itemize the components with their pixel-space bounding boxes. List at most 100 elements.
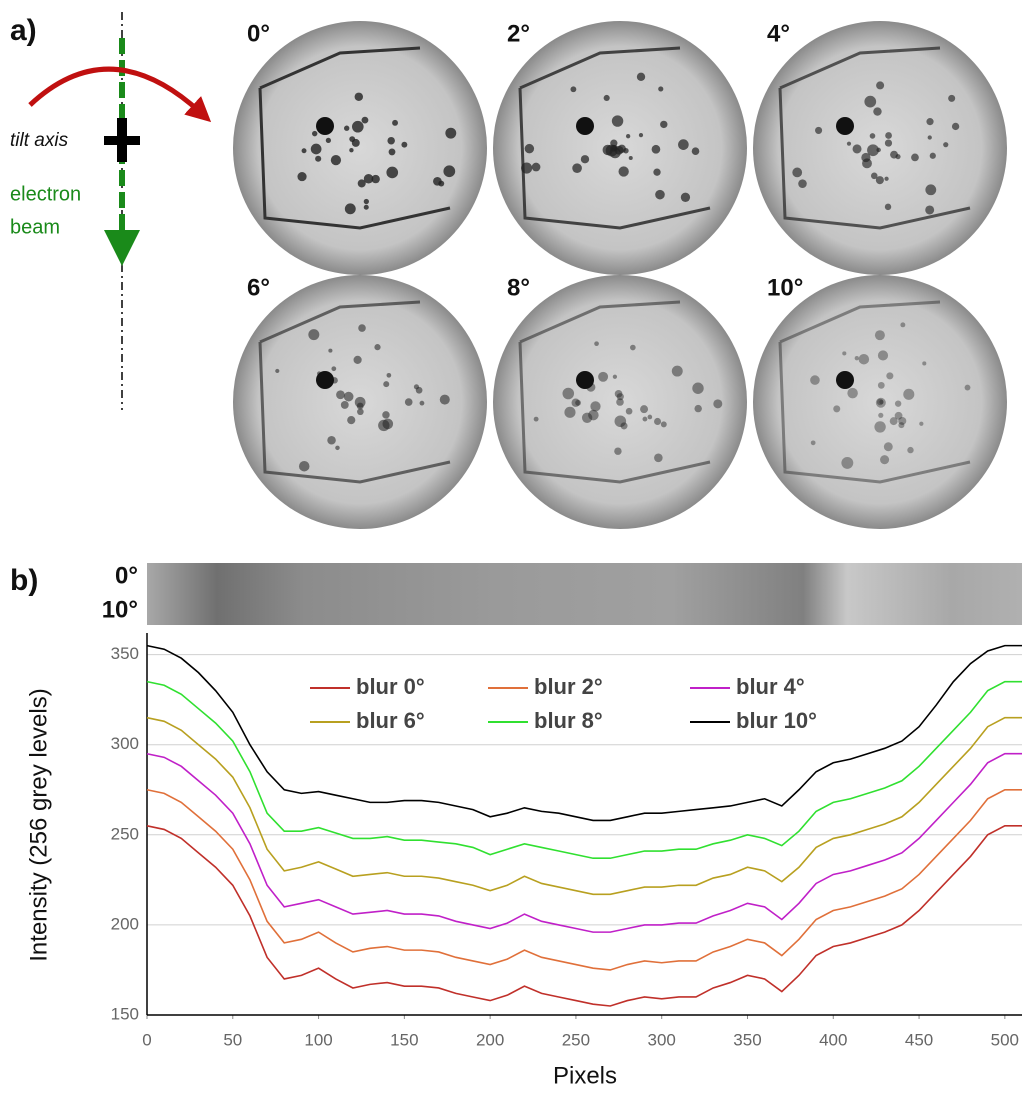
particle bbox=[854, 355, 859, 361]
particle bbox=[692, 382, 704, 394]
particle bbox=[841, 456, 854, 469]
particle bbox=[798, 179, 807, 188]
particle bbox=[570, 86, 577, 93]
particle bbox=[357, 408, 364, 416]
particle bbox=[275, 368, 280, 374]
legend-label: blur 8° bbox=[534, 708, 603, 733]
particle bbox=[315, 155, 322, 162]
particle bbox=[610, 139, 618, 147]
particle bbox=[876, 81, 885, 90]
particle bbox=[616, 398, 624, 406]
particle bbox=[873, 107, 882, 116]
x-tick-label: 250 bbox=[562, 1030, 590, 1049]
particle bbox=[413, 384, 420, 390]
particle bbox=[618, 166, 629, 177]
particle bbox=[847, 387, 858, 399]
particle bbox=[353, 355, 362, 364]
particle bbox=[810, 375, 820, 385]
particle bbox=[642, 416, 648, 422]
particle bbox=[964, 384, 971, 391]
particle bbox=[925, 205, 935, 215]
particle bbox=[616, 393, 624, 401]
particle bbox=[580, 155, 590, 164]
membrane-edge bbox=[518, 300, 711, 484]
particle bbox=[951, 122, 960, 131]
particle bbox=[357, 179, 366, 188]
particle bbox=[628, 155, 633, 160]
strip-label: 10° bbox=[102, 596, 138, 623]
particle bbox=[852, 144, 862, 154]
membrane-edge bbox=[778, 46, 971, 230]
y-tick-label: 250 bbox=[111, 824, 139, 843]
particle bbox=[927, 135, 932, 140]
particle bbox=[382, 411, 390, 419]
membrane-edge bbox=[258, 46, 451, 230]
particle bbox=[922, 361, 927, 366]
particle bbox=[354, 396, 366, 408]
particle bbox=[640, 405, 649, 414]
panel-label: a) bbox=[10, 14, 37, 47]
x-tick-label: 200 bbox=[476, 1030, 504, 1049]
particle bbox=[576, 371, 594, 389]
particle bbox=[630, 344, 636, 351]
x-axis-label: Pixels bbox=[553, 1062, 617, 1089]
particle bbox=[316, 371, 334, 389]
particle bbox=[889, 417, 898, 426]
series-line bbox=[146, 644, 1022, 822]
image-label: 6° bbox=[247, 274, 270, 301]
micrograph bbox=[753, 21, 1007, 275]
particle bbox=[875, 176, 884, 185]
particle bbox=[328, 348, 333, 353]
particle bbox=[870, 172, 878, 180]
micrograph bbox=[753, 275, 1007, 529]
particle bbox=[312, 130, 318, 137]
particle bbox=[572, 163, 582, 173]
series-line bbox=[146, 716, 1022, 896]
particle bbox=[614, 390, 623, 398]
particle bbox=[614, 415, 627, 428]
particle bbox=[445, 127, 457, 139]
particle bbox=[361, 116, 369, 124]
particle bbox=[869, 133, 876, 139]
particle bbox=[898, 422, 905, 429]
particle bbox=[374, 344, 381, 351]
particle bbox=[325, 137, 331, 143]
particle bbox=[658, 86, 664, 92]
x-tick-label: 150 bbox=[390, 1030, 418, 1049]
particle bbox=[713, 399, 723, 409]
particle bbox=[815, 126, 823, 134]
particle bbox=[524, 143, 535, 154]
particle bbox=[884, 139, 893, 147]
particle bbox=[883, 442, 893, 452]
tilt-label: tilt axis bbox=[10, 130, 69, 151]
particle bbox=[886, 372, 894, 380]
particle bbox=[878, 412, 884, 418]
particle bbox=[439, 394, 450, 405]
particle bbox=[438, 180, 445, 187]
particle bbox=[564, 406, 576, 418]
particle bbox=[387, 136, 395, 145]
particle bbox=[401, 141, 408, 148]
particle bbox=[638, 133, 644, 138]
particle bbox=[392, 119, 398, 126]
particle bbox=[330, 154, 342, 166]
particle bbox=[347, 416, 356, 425]
particle bbox=[614, 145, 624, 155]
image-label: 10° bbox=[767, 274, 803, 301]
particle bbox=[316, 117, 334, 135]
membrane-edge bbox=[518, 46, 711, 230]
series-line bbox=[146, 825, 1022, 1007]
micrograph bbox=[233, 21, 487, 275]
particle bbox=[354, 92, 364, 102]
particle bbox=[340, 400, 349, 409]
cross bbox=[117, 118, 127, 162]
particle bbox=[874, 421, 886, 433]
x-tick-label: 350 bbox=[733, 1030, 761, 1049]
particle bbox=[590, 401, 601, 412]
particle bbox=[919, 421, 924, 426]
series-line bbox=[146, 752, 1022, 933]
y-tick-label: 300 bbox=[111, 734, 139, 753]
particle bbox=[900, 322, 906, 328]
particle bbox=[925, 184, 937, 196]
